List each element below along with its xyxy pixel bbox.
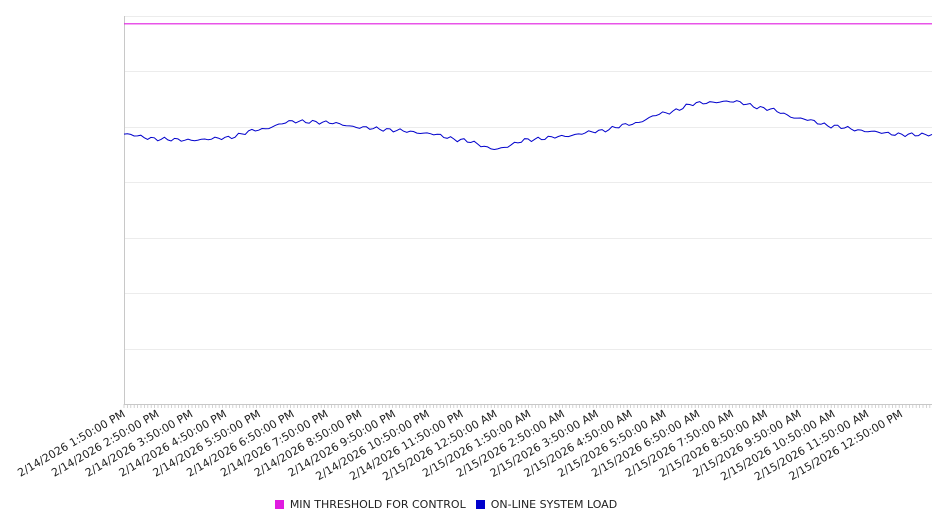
grid xyxy=(124,16,932,350)
legend-label-load: ON-LINE SYSTEM LOAD xyxy=(490,498,618,511)
legend-item-threshold[interactable]: MIN THRESHOLD FOR CONTROL xyxy=(274,498,466,511)
legend-item-load[interactable]: ON-LINE SYSTEM LOAD xyxy=(475,498,618,511)
legend-swatch-load xyxy=(475,500,485,509)
series-group xyxy=(123,23,933,151)
x-ticks xyxy=(123,404,931,408)
legend-swatch-threshold xyxy=(274,500,284,509)
x-tick-labels: 2/14/2026 1:50:00 PM2/14/2026 2:50:00 PM… xyxy=(15,407,905,483)
legend-label-threshold: MIN THRESHOLD FOR CONTROL xyxy=(289,498,466,511)
series-line-load xyxy=(123,100,933,151)
legend: MIN THRESHOLD FOR CONTROL ON-LINE SYSTEM… xyxy=(0,498,892,511)
